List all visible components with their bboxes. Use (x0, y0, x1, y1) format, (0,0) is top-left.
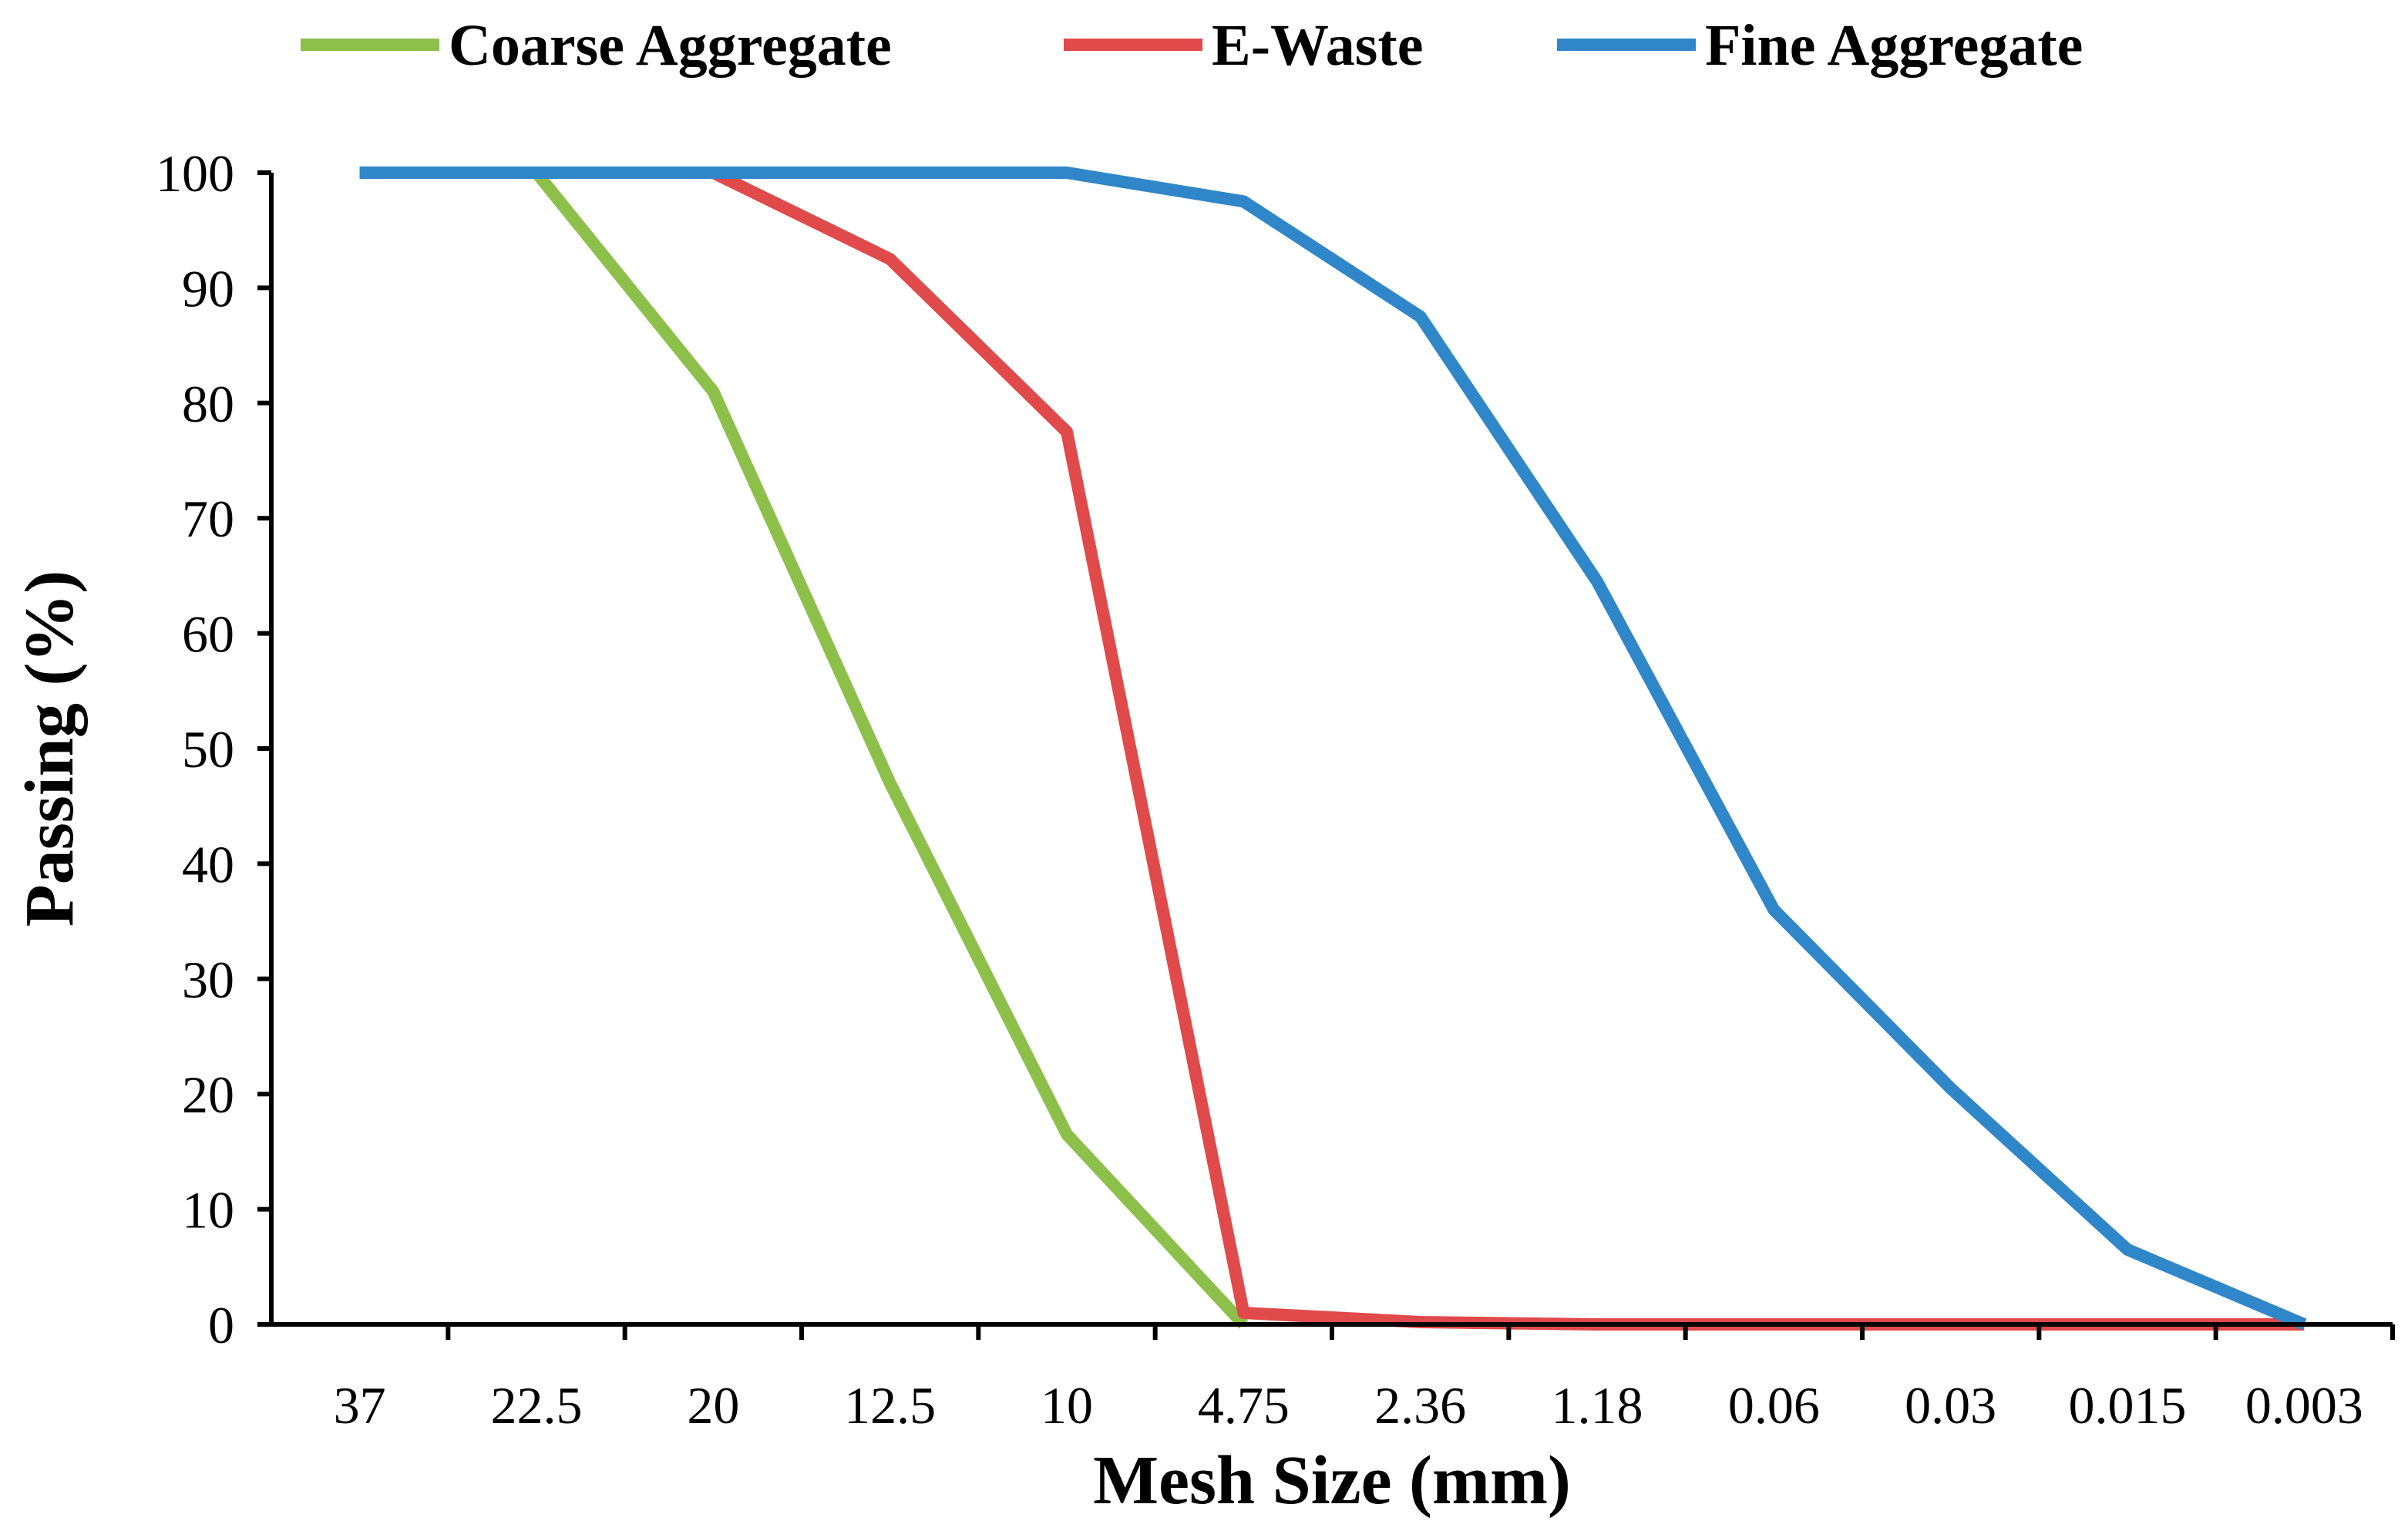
axes (269, 173, 2393, 1327)
x-tick-label: 0.03 (1905, 1376, 1996, 1435)
x-tick-label: 0.003 (2245, 1376, 2363, 1435)
y-axis-title: Passing (%) (12, 570, 88, 927)
y-ticks: 0 10 20 30 40 50 60 70 80 90 100 (156, 144, 271, 1354)
x-tick-label: 20 (687, 1376, 739, 1435)
x-tick-label: 10 (1041, 1376, 1093, 1435)
x-tick-label: 22.5 (491, 1376, 583, 1435)
y-tick-label: 60 (182, 605, 234, 664)
y-tick-label: 80 (182, 375, 234, 433)
x-tick-label: 12.5 (844, 1376, 936, 1435)
y-tick-label: 0 (208, 1296, 234, 1354)
series-layer (359, 167, 2307, 1331)
x-tick-label: 1.18 (1552, 1376, 1643, 1435)
y-tick-label: 40 (182, 835, 234, 893)
legend-label-coarse-aggregate: Coarse Aggregate (449, 13, 892, 78)
y-tick-label: 30 (182, 951, 234, 1009)
x-tick-label: 37 (334, 1376, 386, 1435)
x-tick-label: 0.015 (2069, 1376, 2187, 1435)
y-tick-label: 70 (182, 490, 234, 548)
y-tick-label: 90 (182, 259, 234, 318)
legend: Coarse Aggregate E-Waste Fine Aggregate (301, 13, 2083, 78)
y-tick-label: 100 (156, 144, 234, 203)
x-ticks: 37 22.5 20 12.5 10 4.75 2.36 1.18 0.06 0.03 0.015 0… (334, 1324, 2395, 1435)
legend-label-e-waste: E-Waste (1212, 13, 1423, 78)
series-line-fine-aggregate (359, 167, 2307, 1331)
x-axis-title: Mesh Size (mm) (1093, 1442, 1571, 1519)
legend-label-fine-aggregate: Fine Aggregate (1705, 13, 2083, 78)
y-tick-label: 50 (182, 720, 234, 779)
y-tick-label: 10 (182, 1181, 234, 1240)
y-tick-label: 20 (182, 1065, 234, 1124)
x-tick-label: 2.36 (1374, 1376, 1466, 1435)
x-tick-label: 4.75 (1198, 1376, 1290, 1435)
series-line-coarse-aggregate (359, 167, 1249, 1329)
x-tick-label: 0.06 (1728, 1376, 1820, 1435)
